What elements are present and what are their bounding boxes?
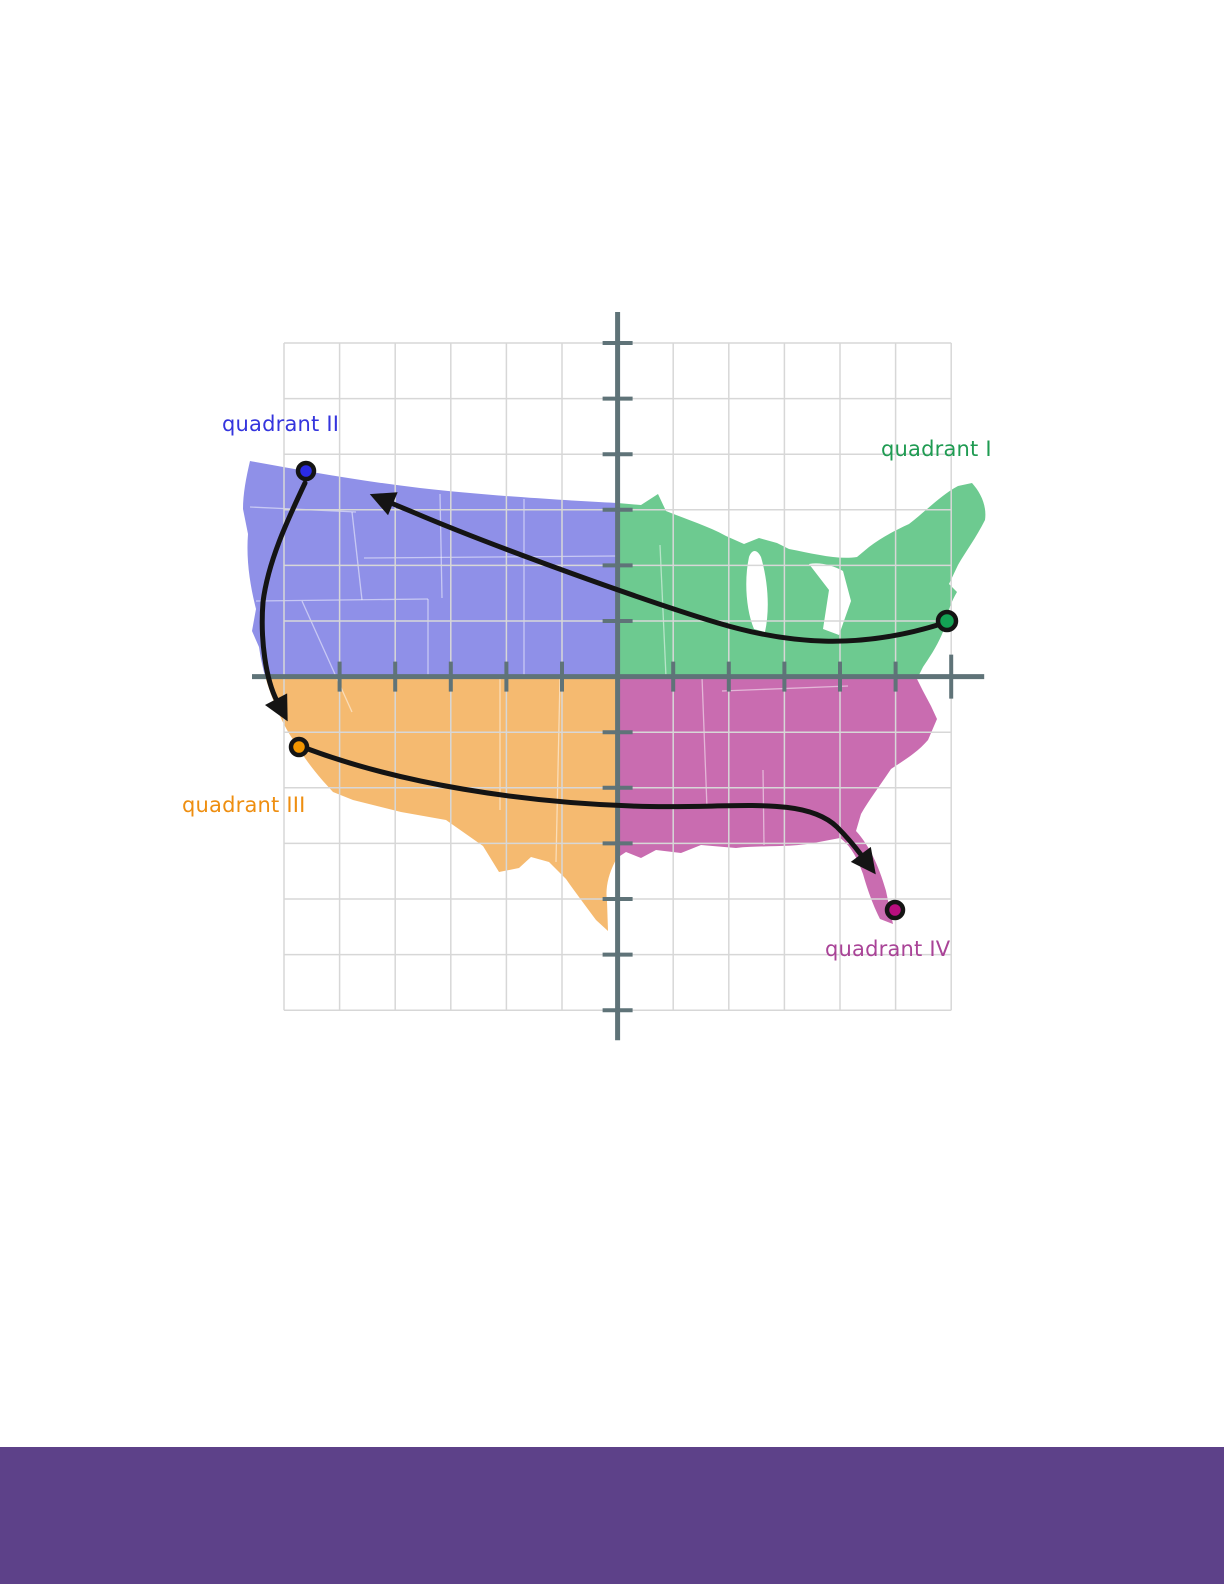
quadrant-ii-label: quadrant II — [222, 412, 340, 436]
footer-band: Mag sh — [0, 1447, 1224, 1584]
axes — [252, 312, 985, 1041]
point-quadrant-iv — [884, 899, 906, 921]
quadrant-points — [288, 460, 959, 921]
us-map — [243, 461, 986, 931]
point-quadrant-iii — [288, 736, 310, 758]
arrow-q3-to-q4 — [305, 746, 876, 875]
point-quadrant-ii — [295, 460, 317, 482]
route-arrows — [259, 480, 944, 875]
arrow-q2-to-q3 — [259, 480, 308, 722]
quadrant-i-label: quadrant I — [881, 437, 992, 461]
quadrant-iv-label: quadrant IV — [825, 937, 951, 961]
point-quadrant-i — [935, 609, 959, 633]
quadrant-iii-label: quadrant III — [182, 793, 306, 817]
arrow-q1-to-q2 — [369, 492, 944, 644]
